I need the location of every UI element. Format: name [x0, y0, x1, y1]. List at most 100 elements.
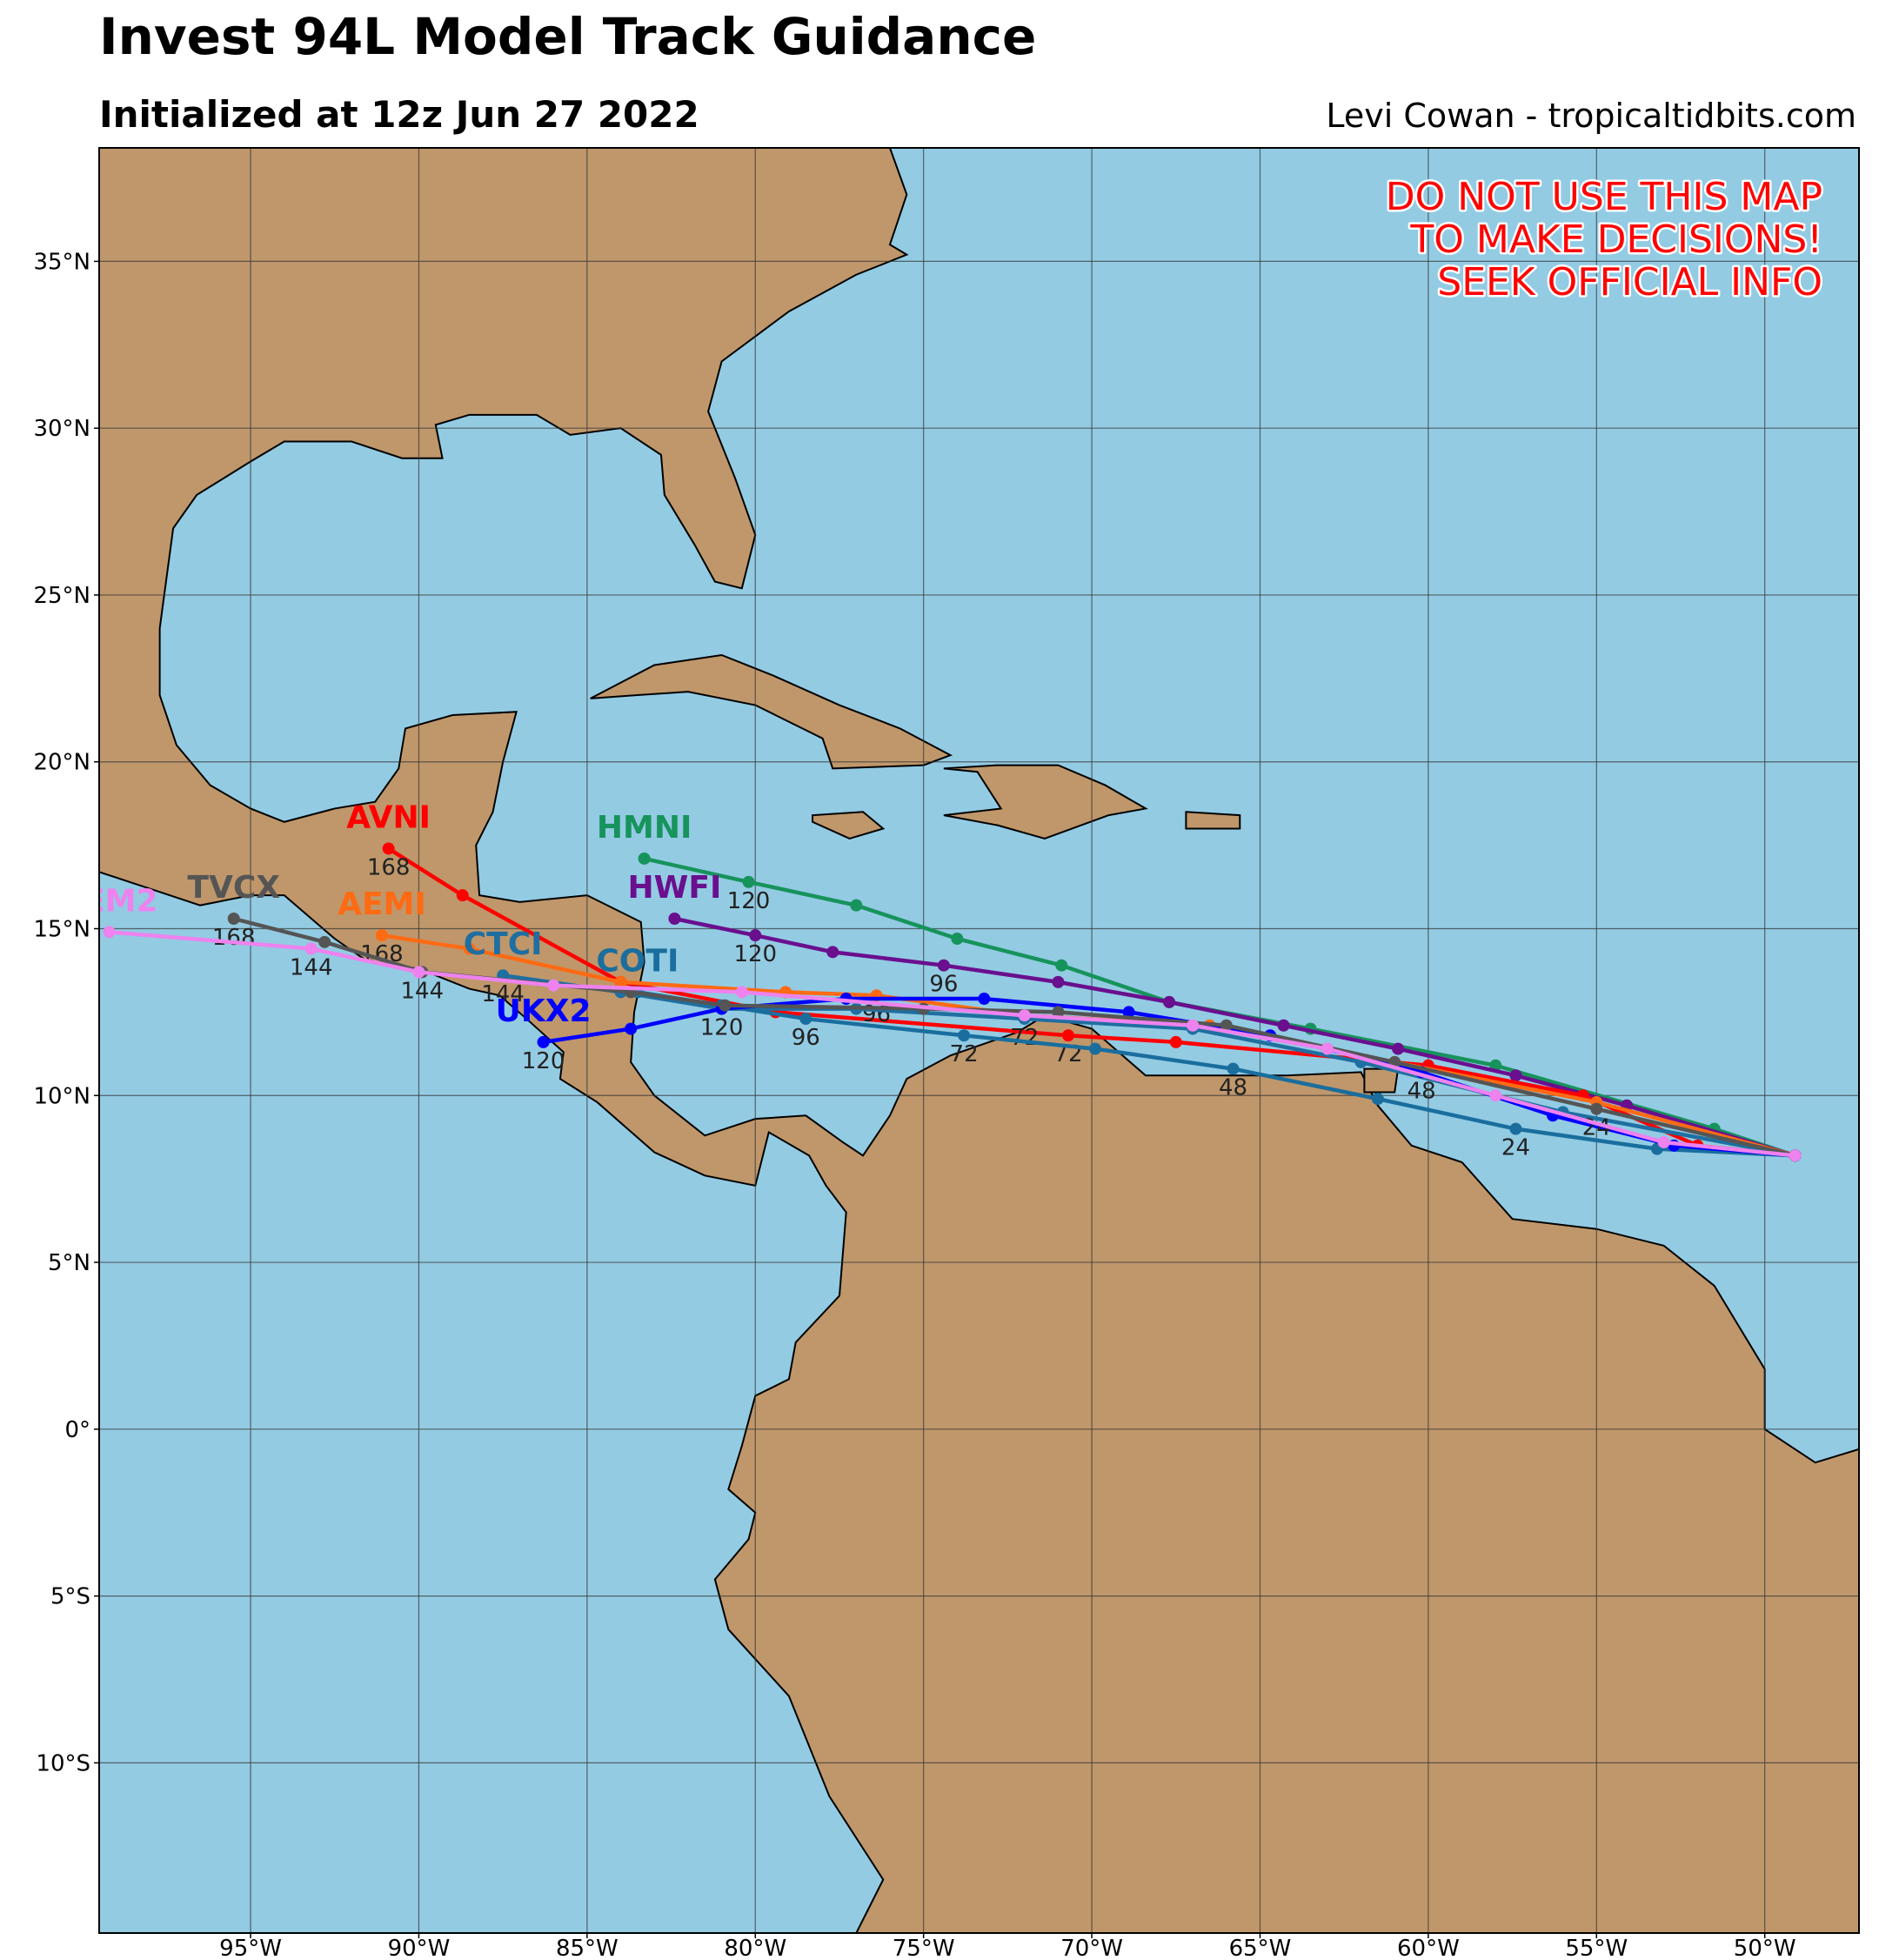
track-point — [1657, 1135, 1670, 1148]
track-point — [1187, 1019, 1200, 1032]
track-point — [375, 929, 388, 942]
tracks: 120HMNI96120HWFI72168AVNI96168AEMI721201… — [61, 799, 1802, 1162]
track-point — [1169, 1035, 1182, 1048]
hour-label: 168 — [367, 854, 411, 880]
subtitle: Initialized at 12z Jun 27 2022 — [99, 93, 699, 136]
y-tick-label: 20°N — [33, 750, 90, 776]
track-point — [937, 959, 950, 972]
model-label: AEMI — [338, 886, 426, 922]
warning-line: SEEK OFFICIAL INFO — [1437, 260, 1822, 304]
track-point — [1371, 1093, 1384, 1106]
track-line — [381, 933, 1796, 1158]
track-point — [1509, 1069, 1522, 1082]
island — [944, 766, 1146, 839]
x-tick-label: 50°W — [1734, 1936, 1796, 1960]
track-point — [1489, 1089, 1502, 1102]
track-point — [1509, 1122, 1522, 1135]
track-point — [1163, 995, 1176, 1008]
hour-label: 96 — [792, 1025, 820, 1051]
track-point — [1321, 1042, 1334, 1055]
mainland — [99, 148, 1859, 1933]
map-frame — [98, 147, 1860, 1934]
warning-line: DO NOT USE THIS MAP — [1386, 175, 1822, 219]
track-point — [1052, 1006, 1065, 1019]
y-tick-label: 5°N — [48, 1250, 90, 1276]
island — [1186, 812, 1240, 828]
track-point — [625, 1022, 638, 1035]
x-tick-label: 75°W — [893, 1936, 955, 1960]
island — [812, 812, 883, 839]
track-point — [749, 929, 762, 942]
track-point — [958, 1029, 971, 1042]
hour-label: 120 — [700, 1015, 744, 1041]
y-tick-label: 25°N — [33, 583, 90, 609]
track-line — [637, 990, 1795, 1158]
y-tick-label: 35°N — [33, 249, 90, 275]
track-point — [668, 913, 681, 926]
track-point — [1789, 1149, 1802, 1162]
x-tick-label: 90°W — [388, 1936, 451, 1960]
track-point — [1277, 1019, 1290, 1032]
track-point — [742, 875, 755, 888]
track-point — [318, 935, 331, 948]
track-point — [1392, 1042, 1405, 1055]
track-point — [537, 1035, 550, 1048]
track-point — [1227, 1062, 1240, 1075]
y-tick-label: 10°N — [33, 1083, 90, 1109]
hour-label: 168 — [212, 925, 256, 951]
track-point — [382, 842, 395, 855]
track-point — [850, 899, 863, 912]
hour-label: 144 — [481, 981, 525, 1007]
model-label: AVNI — [346, 799, 431, 835]
island — [591, 655, 951, 768]
model-label: CTCI — [464, 926, 543, 962]
hour-label: 72 — [1010, 1025, 1039, 1051]
x-tick-label: 65°W — [1229, 1936, 1292, 1960]
x-tick-label: 70°W — [1060, 1936, 1123, 1960]
track-point — [826, 946, 839, 959]
model-label: CEM2 — [61, 883, 158, 919]
map-area: 120HMNI96120HWFI72168AVNI96168AEMI721201… — [61, 148, 1859, 1933]
track-point — [227, 913, 240, 926]
y-tick-label: 5°S — [50, 1584, 90, 1610]
track-point — [1052, 975, 1065, 988]
track-point — [547, 979, 560, 992]
hour-label: 48 — [1408, 1078, 1436, 1104]
track-point — [456, 889, 469, 902]
hour-label: 72 — [950, 1041, 979, 1067]
track-point — [1590, 1102, 1603, 1115]
x-tick-label: 55°W — [1565, 1936, 1628, 1960]
model-label: COTI — [596, 943, 679, 979]
warning-line: TO MAKE DECISIONS! — [1409, 217, 1822, 262]
track-point — [412, 966, 425, 979]
track-point — [304, 942, 318, 955]
island — [1364, 1069, 1398, 1093]
y-tick-label: 10°S — [36, 1750, 90, 1776]
model-label: UKX2 — [496, 993, 592, 1029]
hour-label: 120 — [733, 941, 777, 967]
axis-labels: 95°W 90°W 85°W 80°W 75°W 70°W 65°W 60°W 55°W 50°W… — [33, 249, 1795, 1960]
hour-label: 144 — [290, 955, 333, 981]
track-point — [1018, 1009, 1031, 1022]
track-point — [978, 993, 991, 1006]
y-tick-label: 0° — [64, 1417, 90, 1443]
track-point — [1122, 1006, 1135, 1019]
hour-label: 24 — [1501, 1135, 1530, 1161]
track-point — [638, 852, 651, 865]
track-point — [463, 942, 476, 955]
credit: Levi Cowan - tropicaltidbits.com — [1326, 97, 1856, 135]
track-point — [614, 975, 627, 988]
x-tick-label: 80°W — [724, 1936, 786, 1960]
track-point — [719, 999, 732, 1012]
land — [99, 148, 1859, 1933]
track-point — [1220, 1019, 1233, 1032]
y-tick-label: 15°N — [33, 917, 90, 943]
hour-label: 48 — [1219, 1075, 1247, 1101]
track-point — [1055, 959, 1068, 972]
model-label: HMNI — [597, 810, 692, 846]
track-point — [1062, 1029, 1075, 1042]
track-point — [735, 986, 748, 999]
track-point — [799, 1013, 812, 1026]
